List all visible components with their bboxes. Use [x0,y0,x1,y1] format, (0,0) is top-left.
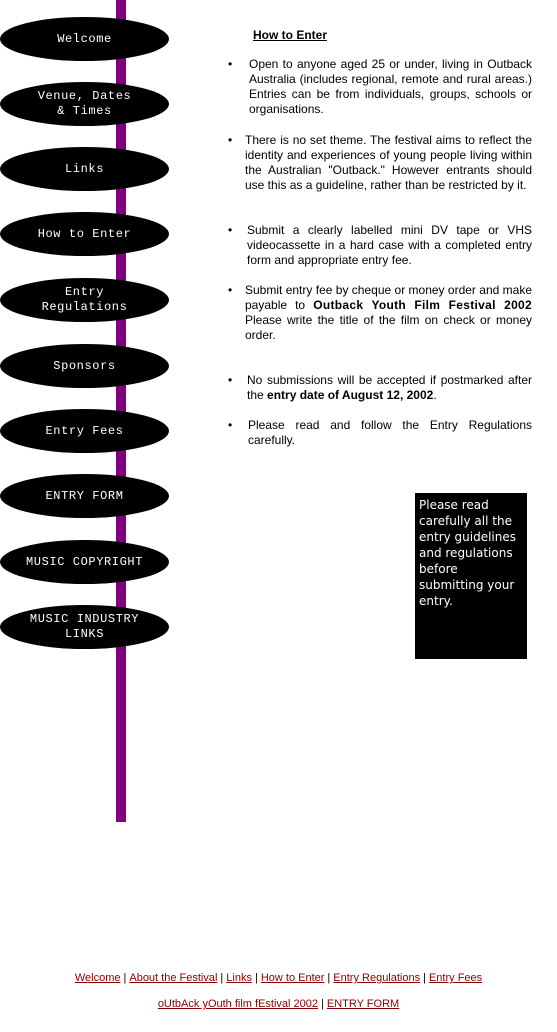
nav-entry-fees[interactable]: Entry Fees [0,409,169,453]
nav-label: MUSIC INDUSTRY LINKS [29,612,140,641]
nav-label: Links [64,161,104,176]
bullet-icon: • [228,283,233,297]
footer-separator: | [423,972,426,984]
nav-sponsors[interactable]: Sponsors [0,344,169,388]
footer-separator: | [327,972,331,984]
nav-entry-regulations[interactable]: Entry Regulations [0,278,169,322]
nav-label: How to Enter [37,226,132,241]
footer-nav-row-2: oUtbAck yOuth film fEstival 2002 | ENTRY F… [0,998,557,1010]
footer-separator: | [123,972,127,984]
rule-eligibility: Open to anyone aged 25 or under, living … [249,57,532,116]
footer-link-home[interactable]: oUtbAck yOuth film fEstival 2002 [157,998,318,1010]
nav-label: Welcome [57,31,112,46]
rule-theme: There is no set theme. The festival aims… [245,133,532,192]
nav-venue-dates-times[interactable]: Venue, Dates & Times [0,82,169,126]
rule-entry-fee-text: Submit entry fee by cheque or money orde… [245,283,532,312]
nav-label: Venue, Dates & Times [37,89,132,118]
nav-music-copyright[interactable]: MUSIC COPYRIGHT [0,540,169,584]
rule-entry-fee: Submit entry fee by cheque or money orde… [245,283,532,343]
nav-label: Entry Regulations [41,285,128,314]
entry-date: entry date of August 12, 2002 [267,388,434,402]
footer-link-about[interactable]: About the Festival [129,972,218,984]
rule-deadline-period: . [433,388,437,402]
nav-label: Sponsors [53,358,116,373]
footer-link-links[interactable]: Links [226,972,252,984]
footer-separator: | [220,972,224,984]
bullet-icon: • [228,57,233,71]
rule-entry-fee-note: Please write the title of the film on ch… [245,313,532,342]
footer-link-how-to-enter[interactable]: How to Enter [260,972,325,984]
rule-submission-format: Submit a clearly labelled mini DV tape o… [247,223,532,267]
footer-link-entry-fees[interactable]: Entry Fees [428,972,483,984]
footer-nav-row-1: Welcome | About the Festival | Links | How to … [0,972,557,984]
festival-name: Outback Youth Film Festival 2002 [313,298,532,312]
page-title: How to Enter [253,28,327,42]
nav-welcome[interactable]: Welcome [0,17,169,61]
bullet-icon: • [228,418,233,432]
footer-link-entry-form[interactable]: ENTRY FORM [326,998,400,1010]
footer-link-entry-regulations[interactable]: Entry Regulations [333,972,421,984]
nav-label: Entry Fees [45,423,124,438]
footer-separator: | [254,972,258,984]
rule-read-regulations: Please read and follow the Entry Regulat… [248,418,532,447]
rule-deadline-text: No submissions will be accepted if postm… [247,373,532,402]
nav-links[interactable]: Links [0,147,169,191]
bullet-icon: • [228,373,233,387]
nav-label: ENTRY FORM [45,488,124,503]
nav-label: MUSIC COPYRIGHT [25,554,144,569]
nav-entry-form[interactable]: ENTRY FORM [0,474,169,518]
nav-how-to-enter[interactable]: How to Enter [0,212,169,256]
notice-box: Please read carefully all the entry guid… [415,493,527,659]
footer-separator: | [321,998,324,1010]
rule-deadline: No submissions will be accepted if postm… [247,373,532,403]
bullet-icon: • [228,223,233,237]
bullet-icon: • [228,133,233,147]
nav-music-industry-links[interactable]: MUSIC INDUSTRY LINKS [0,605,169,649]
footer-link-welcome[interactable]: Welcome [74,972,121,984]
